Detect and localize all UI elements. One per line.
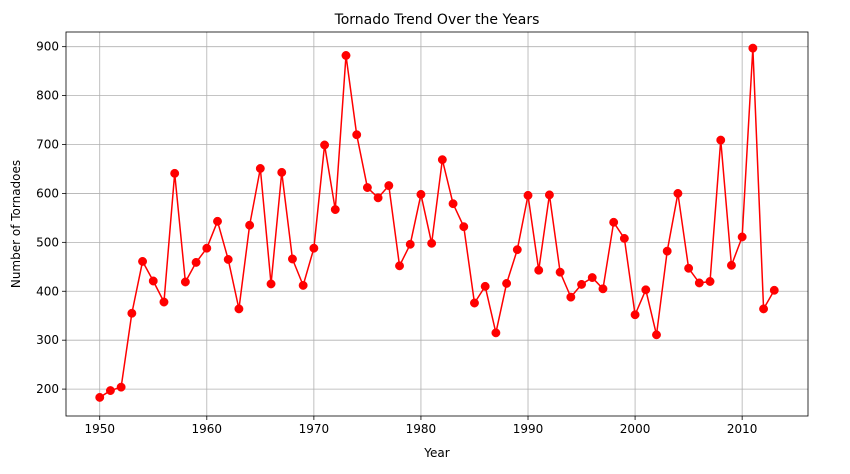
data-point [341,51,351,60]
data-point [459,222,469,232]
chart-title: Tornado Trend Over the Years [334,12,540,28]
data-point [587,273,597,283]
plot-frame [65,31,809,417]
data-point [555,267,565,277]
data-point [395,261,404,271]
x-tick-label: 1950 [84,422,115,436]
data-point [502,278,512,288]
data-point [491,328,501,338]
data-point [480,281,490,291]
data-point [320,140,330,150]
data-point [138,256,148,266]
x-tick-label: 1960 [192,422,223,436]
data-point [405,239,415,249]
data-point [534,265,544,275]
data-point [544,190,554,200]
data-point [769,285,779,295]
data-point [384,181,394,191]
y-tick-label: 200 [36,382,59,396]
data-point [234,304,244,314]
data-point [362,183,372,193]
data-point [619,233,629,243]
data-point [759,304,769,314]
x-ticks: 1950 1960 1970 1980 1990 2000 2010 [84,416,757,436]
data-point [673,188,683,198]
data-point [180,277,190,287]
y-axis-title: Number of Tornadoes [9,160,23,288]
data-point [330,205,340,215]
data-point [523,190,533,200]
data-point [223,255,233,264]
data-point [630,310,640,320]
data-point [684,263,694,273]
y-tick-label: 600 [36,186,59,200]
x-tick-label: 1970 [299,422,330,436]
data-point [245,220,255,230]
y-tick-label: 800 [36,89,59,103]
data-point [288,254,297,264]
data-point [652,330,661,340]
x-tick-label: 1980 [406,422,437,436]
data-point [427,238,437,248]
data-point [470,298,479,308]
data-point [577,279,586,289]
data-point [159,297,169,307]
series-line [99,47,775,399]
data-point [202,243,212,253]
data-point [373,193,383,203]
data-point [116,382,126,392]
data-point [694,278,704,288]
data-point [298,280,308,290]
data-point [737,232,747,242]
data-point [748,43,758,53]
data-point [191,257,201,267]
data-point [705,277,715,286]
y-tick-label: 300 [36,333,59,347]
x-tick-label: 2000 [620,422,651,436]
data-point [309,243,319,253]
data-point [641,285,651,295]
y-tick-label: 400 [36,284,59,298]
data-point [512,245,522,255]
data-point [127,308,137,318]
data-point [726,260,736,270]
data-point [448,199,458,209]
data-point [105,386,115,396]
data-point [437,155,447,165]
x-tick-label: 1990 [513,422,544,436]
y-tick-label: 900 [36,40,59,54]
data-point [95,392,105,402]
data-point [266,279,276,289]
data-point [277,167,287,177]
data-point [170,168,180,178]
series-layer [95,43,779,402]
data-point [598,284,608,294]
grid-layer [66,32,808,416]
data-point [716,135,726,145]
data-point [352,130,362,140]
axes-frame [65,31,809,417]
data-point [213,216,222,226]
data-point [609,217,619,227]
data-point [566,292,576,302]
y-tick-label: 700 [36,138,59,152]
y-ticks: 200 300 400 500 600 700 800 900 [36,40,66,396]
y-tick-label: 500 [36,235,59,249]
data-point [416,189,426,199]
x-tick-label: 2010 [727,422,758,436]
x-axis-title: Year [423,446,449,460]
data-point [148,276,158,286]
data-point [255,164,265,173]
data-point [662,246,672,256]
